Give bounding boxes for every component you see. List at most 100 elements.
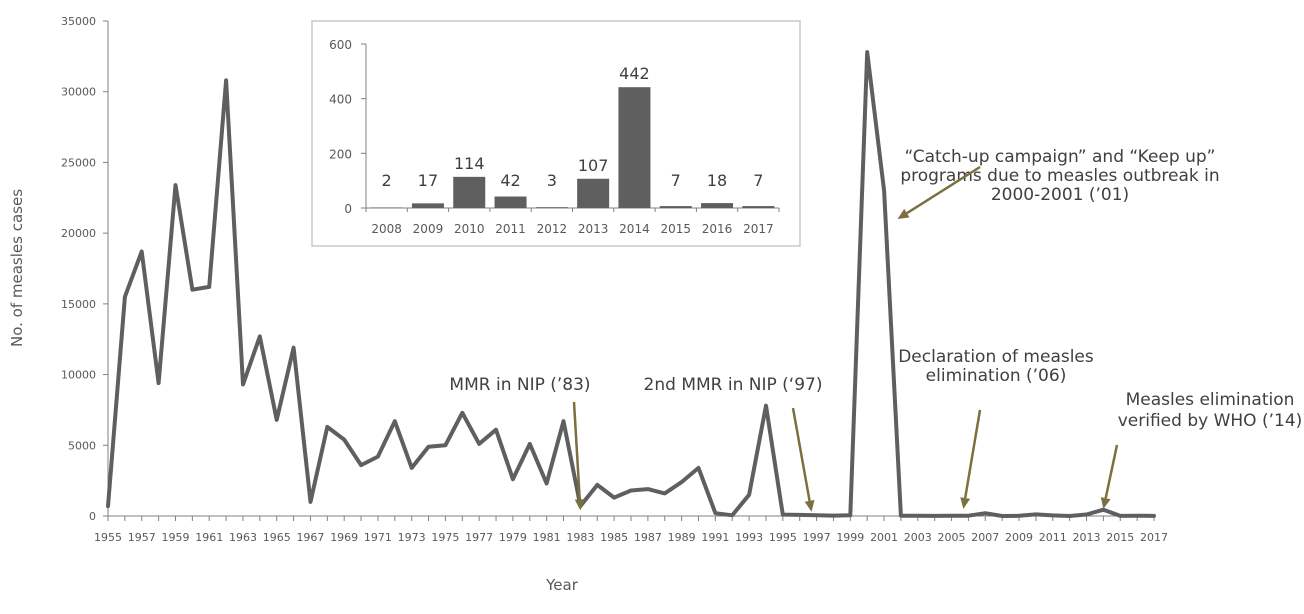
x-tick-label: 1995 [769, 531, 797, 544]
inset-bar [494, 196, 527, 208]
annotation-arrowhead [1100, 497, 1111, 509]
x-tick-label: 1963 [229, 531, 257, 544]
annotation-arrow [906, 165, 981, 215]
inset-y-tick-label: 600 [329, 38, 352, 52]
annotation-text: Measles elimination [1126, 390, 1295, 410]
y-tick-label: 0 [89, 510, 96, 523]
inset-x-tick-label: 2013 [578, 222, 609, 236]
inset-bar [659, 206, 692, 208]
x-tick-label: 1961 [195, 531, 223, 544]
annotation-text: Declaration of measles [898, 347, 1094, 367]
x-tick-label: 2005 [938, 531, 966, 544]
x-tick-label: 1989 [668, 531, 696, 544]
inset-data-label: 442 [619, 64, 650, 83]
x-tick-label: 2003 [904, 531, 932, 544]
x-tick-label: 2007 [971, 531, 999, 544]
x-tick-label: 2013 [1073, 531, 1101, 544]
inset-y-tick-label: 400 [329, 93, 352, 107]
x-tick-label: 1977 [465, 531, 493, 544]
inset-frame [311, 20, 801, 247]
inset-x-tick-label: 2011 [495, 222, 526, 236]
x-tick-label: 2017 [1140, 531, 1168, 544]
inset-bar [742, 206, 775, 208]
annotation-text: MMR in NIP (’83) [449, 375, 590, 395]
x-tick-label: 1969 [330, 531, 358, 544]
inset-bar [701, 203, 734, 208]
inset-bar [618, 87, 651, 208]
x-tick-label: 1993 [735, 531, 763, 544]
y-tick-label: 10000 [61, 369, 96, 382]
inset-data-label: 17 [418, 171, 438, 190]
inset-x-tick-label: 2008 [371, 222, 402, 236]
inset-x-tick-label: 2016 [702, 222, 733, 236]
x-tick-label: 1959 [161, 531, 189, 544]
x-tick-label: 1987 [634, 531, 662, 544]
annotation-arrow [572, 401, 581, 500]
inset-bar [370, 207, 403, 208]
x-tick-label: 2001 [870, 531, 898, 544]
y-tick-label: 30000 [61, 86, 96, 99]
annotation-text: verified by WHO (’14) [1118, 411, 1303, 431]
inset-data-label: 42 [500, 171, 520, 190]
inset-bar [453, 176, 486, 208]
inset-y-tick-label: 200 [329, 147, 352, 161]
x-tick-label: 1975 [431, 531, 459, 544]
annotation-arrowhead [804, 500, 815, 512]
inset-bar [535, 207, 568, 208]
x-tick-label: 1981 [533, 531, 561, 544]
inset-x-tick-label: 2009 [413, 222, 444, 236]
inset-bar-chart: 0 200 400 600 2 2008 17 2009 114 2010 42 2011 3 2012 1… [311, 20, 801, 247]
inset-data-label: 7 [753, 171, 763, 190]
inset-y-tick-label: 0 [344, 202, 352, 216]
x-tick-label: 1957 [128, 531, 156, 544]
x-tick-label: 1955 [94, 531, 122, 544]
annotation-text: elimination (’06) [926, 366, 1067, 386]
x-tick-label: 1997 [803, 531, 831, 544]
inset-x-tick-label: 2017 [743, 222, 774, 236]
x-tick-label: 1967 [296, 531, 324, 544]
y-tick-label: 35000 [61, 15, 96, 28]
x-tick-label: 1965 [263, 531, 291, 544]
x-tick-label: 2009 [1005, 531, 1033, 544]
inset-x-tick-label: 2015 [660, 222, 691, 236]
x-tick-label: 1999 [836, 531, 864, 544]
x-tick-label: 2011 [1039, 531, 1067, 544]
inset-data-label: 7 [671, 171, 681, 190]
main-line-chart: 0 5000 10000 15000 20000 25000 30000 35000 1955 1… [8, 15, 1302, 594]
x-tick-label: 1991 [701, 531, 729, 544]
y-tick-label: 20000 [61, 227, 96, 240]
annotation-text: 2000-2001 (’01) [991, 185, 1129, 205]
y-tick-label: 15000 [61, 298, 96, 311]
inset-data-label: 114 [454, 154, 485, 173]
inset-data-label: 3 [547, 171, 557, 190]
annotation-arrowhead [960, 497, 971, 509]
inset-data-label: 107 [578, 156, 609, 175]
annotation-arrow [963, 409, 982, 499]
annotation-arrow [1104, 444, 1119, 499]
x-axis-title: Year [545, 576, 579, 594]
inset-bar [577, 178, 610, 208]
x-tick-label: 1985 [600, 531, 628, 544]
inset-x-tick-label: 2014 [619, 222, 650, 236]
annotation-arrowhead [897, 208, 910, 219]
y-tick-label: 25000 [61, 156, 96, 169]
inset-data-label: 18 [707, 171, 727, 190]
y-tick-label: 5000 [68, 439, 96, 452]
annotation-text: 2nd MMR in NIP (‘97) [644, 375, 823, 395]
y-axis-title: No. of measles cases [8, 189, 26, 347]
x-tick-label: 2015 [1106, 531, 1134, 544]
annotation-text: “Catch-up campaign” and “Keep up” [905, 147, 1216, 167]
inset-x-tick-label: 2012 [537, 222, 568, 236]
x-tick-label: 1971 [364, 531, 392, 544]
measles-cases-line [106, 50, 1156, 518]
inset-data-label: 2 [382, 171, 392, 190]
annotation-arrowhead [574, 499, 585, 511]
annotation-arrow [791, 407, 811, 502]
annotation-text: programs due to measles outbreak in [900, 166, 1219, 186]
x-tick-label: 1983 [566, 531, 594, 544]
x-tick-label: 1973 [398, 531, 426, 544]
inset-bar [411, 203, 444, 208]
inset-x-tick-label: 2010 [454, 222, 485, 236]
